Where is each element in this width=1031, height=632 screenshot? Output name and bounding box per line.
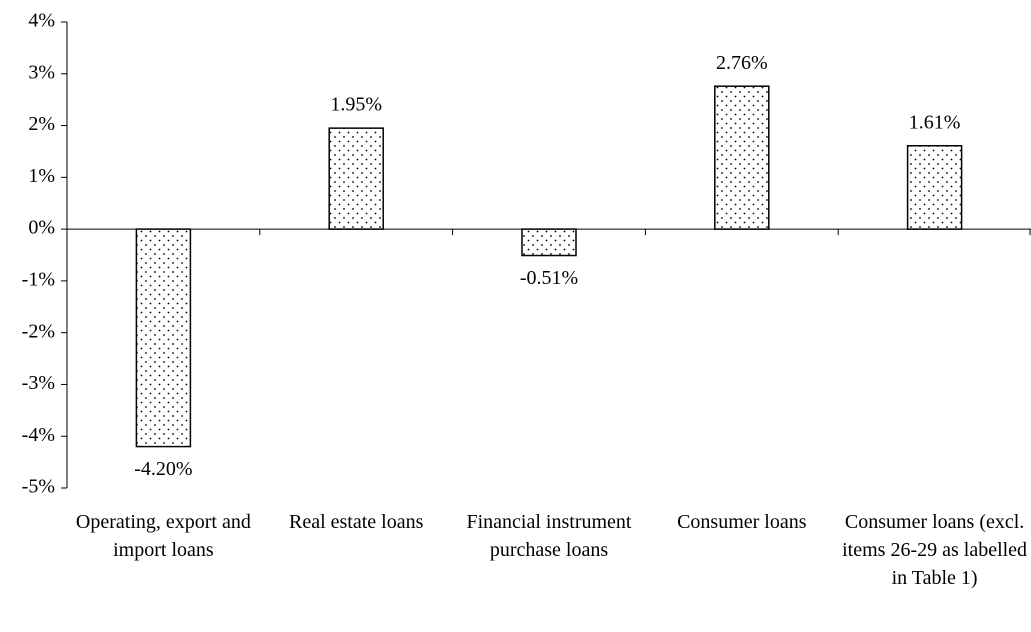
- x-tick-label: Consumer loans: [677, 511, 807, 533]
- value-label: 1.61%: [909, 111, 961, 133]
- bar: [906, 144, 963, 230]
- value-label: 1.95%: [330, 94, 382, 116]
- y-tick-label: -4%: [22, 424, 55, 446]
- value-label: -0.51%: [520, 267, 578, 289]
- bar: [328, 127, 384, 230]
- y-tick-label: -1%: [22, 268, 55, 290]
- bar: [135, 228, 192, 448]
- x-tick-label: Real estate loans: [288, 511, 424, 533]
- y-tick-label: -3%: [22, 372, 55, 394]
- x-tick-label: Operating, export and import loans: [75, 511, 251, 561]
- y-tick-label: -2%: [22, 320, 55, 342]
- bar: [521, 228, 577, 257]
- x-tick-label: Consumer loans (excl. items 26-29 as lab…: [842, 511, 1028, 589]
- x-tick-label: Financial instrument purchase loans: [466, 511, 632, 561]
- y-tick-label: 1%: [28, 165, 55, 187]
- value-label: 2.76%: [716, 52, 768, 74]
- y-tick-label: 4%: [28, 10, 55, 32]
- bar: [714, 85, 770, 230]
- y-tick-label: -5%: [22, 476, 55, 498]
- y-tick-label: 3%: [28, 61, 55, 83]
- y-tick-label: 0%: [28, 217, 55, 239]
- value-label: -4.20%: [134, 458, 192, 480]
- y-tick-label: 2%: [28, 113, 55, 135]
